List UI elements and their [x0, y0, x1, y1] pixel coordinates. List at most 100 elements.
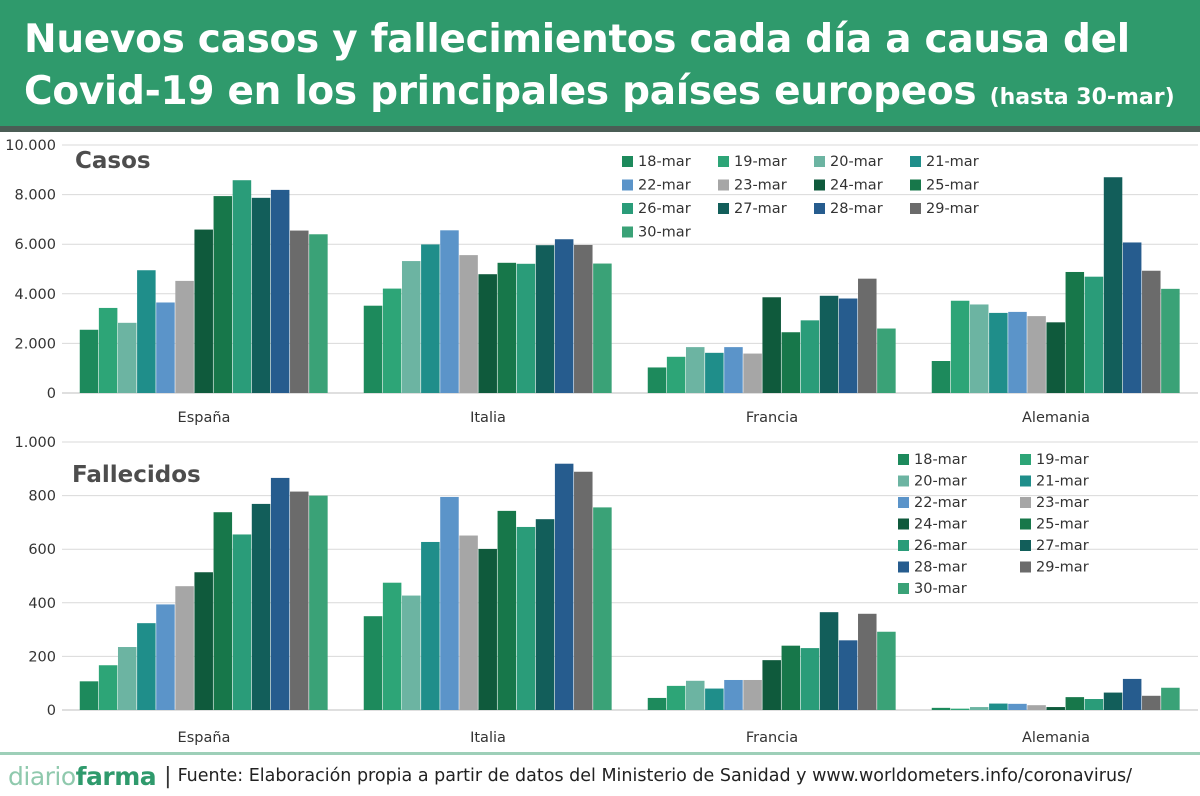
- legend-swatch: [1020, 518, 1031, 530]
- bar-alemania-19-mar: [950, 708, 970, 710]
- bar-alemania-22-mar: [1008, 703, 1027, 710]
- bar-espana-30-mar: [309, 234, 328, 393]
- bar-francia-29-mar: [858, 278, 877, 393]
- legend-label-22-mar: 22-mar: [914, 495, 967, 511]
- legend-label-28-mar: 28-mar: [914, 560, 967, 576]
- category-label-alemania: Alemania: [1022, 410, 1090, 426]
- bar-francia-26-mar: [800, 320, 820, 393]
- bar-italia-25-mar: [497, 510, 517, 710]
- y-tick-label: 0: [47, 703, 56, 719]
- bar-italia-23-mar: [459, 535, 478, 710]
- bar-espana-27-mar: [251, 197, 271, 393]
- chart-title: Fallecidos: [72, 462, 201, 488]
- bar-alemania-20-mar: [969, 707, 989, 710]
- bar-italia-22-mar: [440, 230, 459, 393]
- bar-italia-26-mar: [516, 263, 536, 393]
- bar-alemania-26-mar: [1084, 276, 1104, 393]
- legend-swatch: [910, 203, 921, 214]
- cases-chart: 0 2.000 4.000 6.000 8.000 10.000 Casos España It…: [5, 138, 1198, 426]
- legend-swatch: [814, 156, 825, 167]
- bar-espana-22-mar: [156, 604, 175, 710]
- bar-francia-20-mar: [685, 680, 705, 710]
- bar-espana-20-mar: [117, 647, 137, 710]
- bar-francia-28-mar: [838, 640, 858, 710]
- bar-alemania-20-mar: [969, 304, 989, 393]
- legend-label-28-mar: 28-mar: [830, 201, 883, 217]
- source-note: Fuente: Elaboración propia a partir de d…: [177, 766, 1133, 786]
- y-tick-label: 200: [28, 649, 56, 665]
- bar-espana-27-mar: [251, 503, 271, 710]
- bar-espana-22-mar: [156, 302, 175, 393]
- bar-francia-20-mar: [685, 347, 705, 393]
- bar-espana-21-mar: [137, 623, 156, 710]
- legend-label-20-mar: 20-mar: [830, 154, 883, 170]
- bar-italia-18-mar: [363, 305, 383, 393]
- bar-francia-21-mar: [705, 688, 724, 710]
- bar-alemania-28-mar: [1122, 678, 1142, 710]
- logo-part-1: diario: [8, 761, 76, 791]
- y-tick-label: 8.000: [14, 188, 56, 204]
- legend-swatch: [910, 179, 921, 191]
- bar-francia-22-mar: [724, 679, 743, 710]
- bar-alemania-24-mar: [1046, 707, 1065, 710]
- bar-espana-28-mar: [270, 477, 290, 710]
- legend-swatch: [622, 226, 633, 238]
- logo-part-2: farma: [75, 761, 157, 791]
- legend-swatch: [718, 179, 729, 191]
- legend-swatch: [622, 156, 633, 167]
- legend-label-29-mar: 29-mar: [926, 201, 979, 217]
- bar-alemania-24-mar: [1046, 322, 1065, 393]
- bar-francia-25-mar: [781, 332, 801, 393]
- bar-espana-20-mar: [117, 322, 137, 393]
- footer-separator: |: [164, 763, 172, 789]
- bar-francia-29-mar: [858, 613, 877, 710]
- bar-francia-21-mar: [705, 352, 724, 393]
- title-suffix: (hasta 30-mar): [989, 85, 1175, 110]
- y-tick-label: 800: [28, 489, 56, 505]
- legend-swatch: [718, 203, 729, 214]
- legend-swatch: [1020, 454, 1031, 465]
- y-tick-label: 600: [28, 542, 56, 558]
- legend-label-18-mar: 18-mar: [638, 154, 691, 170]
- bar-francia-24-mar: [762, 660, 781, 710]
- legend-swatch: [898, 475, 909, 487]
- legend-label-24-mar: 24-mar: [830, 178, 883, 194]
- legend-swatch: [622, 203, 633, 214]
- bar-espana-26-mar: [232, 534, 252, 710]
- legend-label-29-mar: 29-mar: [1036, 560, 1089, 576]
- bar-francia-27-mar: [819, 295, 839, 393]
- bar-francia-22-mar: [724, 347, 743, 393]
- bar-francia-26-mar: [800, 648, 820, 710]
- legend-label-21-mar: 21-mar: [926, 154, 979, 170]
- bar-francia-19-mar: [666, 685, 686, 710]
- legend-label-22-mar: 22-mar: [638, 178, 691, 194]
- bar-espana-26-mar: [232, 180, 252, 393]
- bar-francia-23-mar: [743, 353, 762, 393]
- legend-label-23-mar: 23-mar: [734, 178, 787, 194]
- bar-francia-24-mar: [762, 297, 781, 393]
- legend-swatch: [898, 583, 909, 594]
- bar-alemania-21-mar: [989, 703, 1008, 710]
- legend-swatch: [1020, 540, 1031, 551]
- bar-italia-18-mar: [363, 616, 383, 710]
- y-tick-label: 2.000: [14, 336, 56, 352]
- legend-swatch: [898, 561, 909, 573]
- y-tick-label: 10.000: [5, 138, 56, 154]
- category-label-espana: España: [178, 730, 231, 746]
- bar-espana-18-mar: [79, 681, 99, 710]
- bar-francia-23-mar: [743, 679, 762, 710]
- bar-italia-28-mar: [554, 463, 574, 710]
- bar-espana-24-mar: [194, 229, 213, 393]
- y-tick-label: 6.000: [14, 237, 56, 253]
- legend-swatch: [814, 203, 825, 214]
- chart-title: Casos: [75, 148, 151, 174]
- bar-italia-22-mar: [440, 496, 459, 710]
- bar-espana-29-mar: [290, 230, 309, 393]
- legend-label-30-mar: 30-mar: [638, 225, 691, 241]
- legend-swatch: [718, 156, 729, 167]
- page-title: Nuevos casos y fallecimientos cada día a…: [24, 14, 1184, 124]
- bar-alemania-23-mar: [1027, 316, 1046, 393]
- bar-italia-30-mar: [593, 263, 612, 393]
- category-label-italia: Italia: [470, 730, 506, 746]
- header-divider: [0, 126, 1200, 132]
